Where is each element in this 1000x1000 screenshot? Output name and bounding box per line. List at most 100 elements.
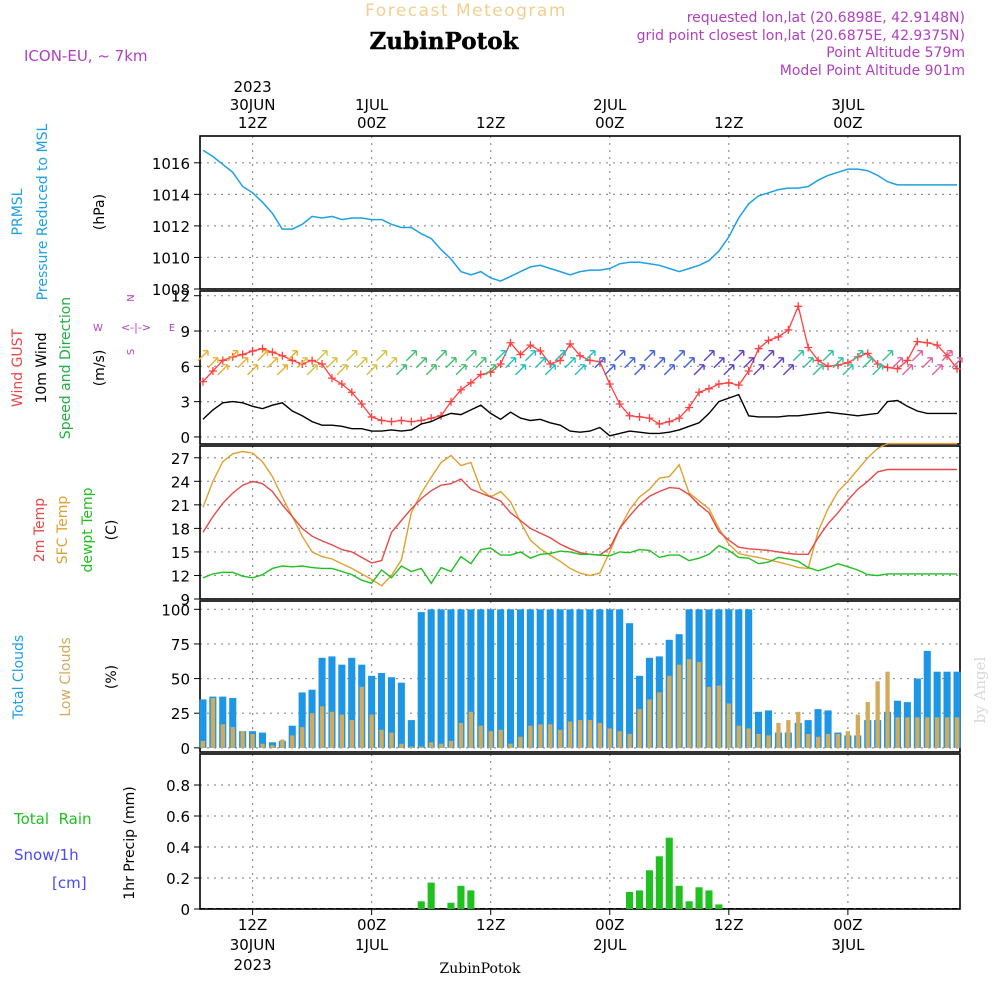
wind-gust-marker [903,356,912,365]
total-cloud-bar [933,671,941,748]
wind-gust-marker [496,359,505,368]
temperature-ytick-label: 18 [171,520,190,538]
low-cloud-bar [448,740,454,748]
wind-direction-arrowhead [232,350,239,356]
wind-gust-marker [695,388,704,397]
wind-direction-arrowhead [808,357,814,363]
bottom-time-label: 00Z [595,916,624,934]
precip-snow-unit: [cm] [52,874,87,892]
total-cloud-bar [338,664,346,748]
wind-direction-arrow [703,350,715,362]
precip-snow-label: Snow/1h [14,846,79,864]
wind-direction-arrow [336,364,348,376]
total-cloud-bar [626,623,634,748]
total-cloud-bar [477,609,485,748]
wind-gust-marker [526,341,535,350]
wind-direction-arrow [822,350,834,362]
wind-direction-arrow [237,357,249,369]
wind-direction-arrowhead [470,350,477,356]
wind-direction-arrowhead [768,350,775,356]
wind-direction-arrow [723,364,735,376]
total-cloud-bar [764,710,772,748]
wind-direction-arrow [455,364,467,376]
rain-bar [636,890,644,909]
wind-direction-arrow [554,350,566,362]
location-title: ZubinPotok [370,28,520,55]
low-cloud-bar [766,735,771,748]
low-cloud-bar [905,717,910,748]
top-time-label: 2JUL [593,96,627,114]
wind-gust-marker [754,344,763,353]
low-cloud-bar [855,714,860,748]
wind-gust-marker [625,411,634,420]
total-cloud-bar [725,609,733,748]
low-cloud-bar [528,725,533,748]
wind-gust-marker [744,367,753,376]
low-cloud-bar [915,717,920,748]
total-cloud-bar [516,609,524,748]
total-cloud-bar [715,609,723,748]
compass-n: N [126,294,137,301]
wind-direction-arrowhead [451,357,457,363]
wind-direction-arrowhead [312,364,318,370]
wind-gust-marker [248,347,257,356]
total-cloud-bar [953,671,961,748]
temp-dew-label: dewpt Temp [80,487,96,572]
wind-direction-arrow [584,350,596,362]
wind-direction-arrow [683,357,695,369]
low-cloud-bar [409,746,414,748]
wind-gust-marker [268,348,277,357]
model-altitude: Model Point Altitude 901m [780,63,965,79]
wind-direction-arrow [505,357,517,369]
low-cloud-bar [339,714,344,748]
wind-direction-arrowhead [292,350,298,356]
low-cloud-bar [458,722,464,748]
low-cloud-bar [696,662,702,748]
wind-direction-arrowhead [917,350,924,356]
wind-direction-arrowhead [322,350,328,356]
low-cloud-bar [220,724,225,748]
total-cloud-bar [199,699,207,748]
wind-gust-marker [645,414,654,423]
wind-direction-arrow [425,364,437,376]
wind-direction-arrow [524,350,536,362]
wind-direction-arrow [376,350,388,362]
compass-rose: W <-|-> E N S [93,294,175,355]
total-cloud-bar [566,609,574,748]
total-cloud-bar [536,609,544,748]
wind-ytick-label: 0 [180,429,190,447]
wind-direction-arrow [604,364,616,376]
total-cloud-bar [457,609,465,748]
low-cloud-bar [945,717,950,748]
wind-gust-marker [566,339,575,348]
wind-direction-arrowhead [540,357,547,363]
wind-gust-marker [804,343,813,352]
low-cloud-bar [587,720,593,748]
wind-direction-arrowhead [877,364,884,370]
low-cloud-bar [518,736,523,748]
wind-gust-marker [784,325,793,334]
low-cloud-bar [270,745,275,748]
wind-direction-arrow [772,357,784,369]
wind-direction-arrowhead [411,350,418,356]
wind-direction-arrow [356,357,368,369]
wind-direction-arrowhead [659,357,666,363]
wind-direction-arrow [306,364,318,376]
total-cloud-bar [596,609,604,748]
precip-rain-label: Total Rain [13,810,92,828]
wind-direction-arrow [217,364,229,376]
bottom-time-label: 2JUL [593,936,627,954]
wind-direction-arrow [266,357,278,369]
total-cloud-bar [943,671,951,748]
low-cloud-bar [567,721,573,748]
total-cloud-bar [745,609,753,748]
wind-direction-arrowhead [351,350,358,356]
wind-direction-arrowhead [599,357,606,363]
total-cloud-bar [814,709,822,748]
bottom-time-label: 1JUL [355,936,389,954]
wind-gust-marker [546,359,555,368]
wind-gust-marker [377,416,386,425]
bottom-time-label: 3JUL [831,936,865,954]
total-cloud-bar [507,609,515,748]
low-cloud-bar [954,717,960,748]
